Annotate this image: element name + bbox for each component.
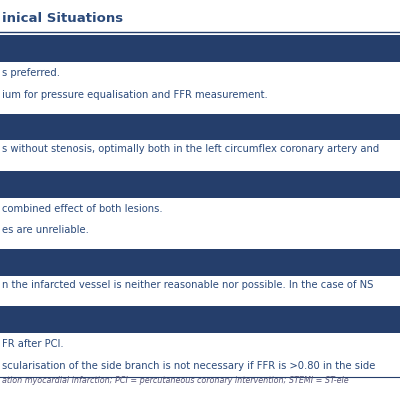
Text: scularisation of the side branch is not necessary if FFR is >0.80 in the side: scularisation of the side branch is not …: [2, 361, 375, 371]
FancyBboxPatch shape: [0, 333, 400, 385]
FancyBboxPatch shape: [0, 306, 400, 333]
FancyBboxPatch shape: [0, 249, 400, 276]
FancyBboxPatch shape: [0, 171, 400, 198]
Text: es are unreliable.: es are unreliable.: [2, 226, 89, 236]
Text: combined effect of both lesions.: combined effect of both lesions.: [2, 204, 163, 214]
FancyBboxPatch shape: [0, 198, 400, 249]
FancyBboxPatch shape: [0, 140, 400, 171]
Text: ation myocardial infarction; PCI = percutaneous coronary intervention; STEMI = S: ation myocardial infarction; PCI = percu…: [2, 376, 349, 385]
Text: s preferred.: s preferred.: [2, 68, 60, 78]
Text: ium for pressure equalisation and FFR measurement.: ium for pressure equalisation and FFR me…: [2, 90, 268, 100]
Text: FR after PCI.: FR after PCI.: [2, 340, 64, 350]
FancyBboxPatch shape: [0, 35, 400, 62]
FancyBboxPatch shape: [0, 62, 400, 114]
FancyBboxPatch shape: [0, 276, 400, 306]
Text: inical Situations: inical Situations: [2, 12, 123, 25]
Text: n the infarcted vessel is neither reasonable nor possible. In the case of NS: n the infarcted vessel is neither reason…: [2, 280, 373, 290]
FancyBboxPatch shape: [0, 114, 400, 140]
Text: s without stenosis, optimally both in the left circumflex coronary artery and: s without stenosis, optimally both in th…: [2, 144, 379, 154]
